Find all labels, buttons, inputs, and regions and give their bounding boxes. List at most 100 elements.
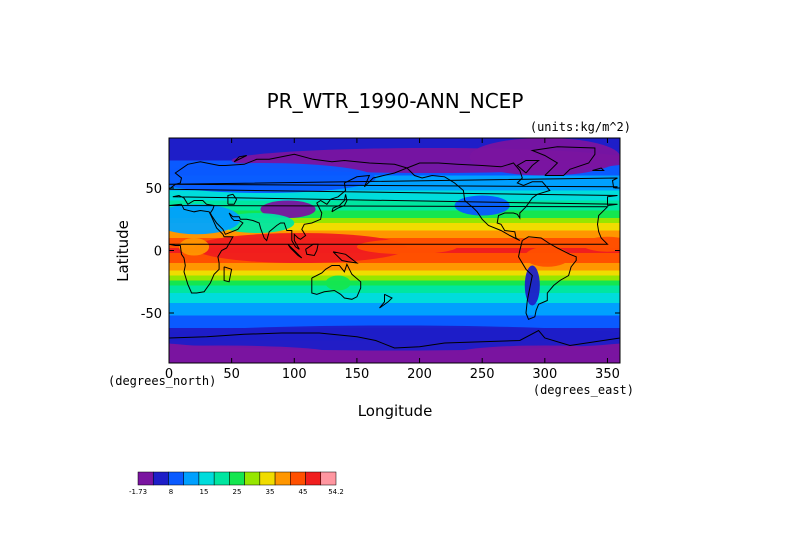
coastline [332, 251, 359, 264]
x-tick-label: 300 [532, 367, 557, 382]
x-axis-title: Longitude [358, 402, 433, 420]
colorbar-swatch [244, 471, 261, 486]
field-band [169, 143, 620, 147]
field-band [169, 260, 620, 264]
coastline [517, 236, 577, 320]
field-band [169, 265, 620, 269]
field-band [169, 358, 620, 362]
field-band [169, 203, 620, 207]
x-tick-label: 50 [223, 367, 240, 382]
coastline [592, 167, 605, 171]
field-band [169, 305, 620, 309]
y-axis: 50 0 -50 [141, 182, 620, 322]
coastline [227, 193, 238, 205]
y-units-label: (degrees_north) [108, 374, 216, 388]
field-band [169, 320, 620, 324]
field-band [169, 183, 620, 187]
coastline [305, 243, 319, 257]
field-band [169, 360, 620, 363]
field-band [169, 223, 620, 227]
field-band [169, 198, 620, 202]
colorbar-swatch [274, 471, 291, 486]
field-region [169, 325, 620, 351]
field-region [524, 246, 570, 267]
field-band [169, 353, 620, 357]
coastline [379, 293, 393, 309]
field-band [169, 195, 620, 199]
field-band [169, 255, 620, 259]
field-band [169, 140, 620, 144]
colorbar-swatch [305, 471, 322, 486]
field-band [169, 350, 620, 354]
colorbar-swatch [229, 471, 245, 486]
field-band [169, 258, 620, 262]
colorbar-label: 8 [169, 488, 173, 496]
field-band [169, 315, 620, 319]
coastline [530, 146, 596, 176]
field-band [169, 283, 620, 287]
field-region [194, 233, 408, 263]
field-band [169, 298, 620, 302]
field-band [169, 233, 620, 237]
coastline [331, 194, 348, 213]
x-tick-label: 250 [470, 367, 495, 382]
field-band [169, 180, 620, 184]
field-band [169, 145, 620, 149]
colorbar-swatch [213, 471, 230, 486]
field-region [325, 275, 351, 291]
colorbar-label: 35 [266, 488, 275, 496]
field-band [169, 220, 620, 224]
colorbar-label: -1.73 [129, 488, 147, 496]
field-region [260, 200, 316, 218]
field-region [169, 345, 332, 361]
field-band [169, 188, 620, 192]
field-band [169, 285, 620, 289]
field-band [169, 310, 620, 314]
coastline [223, 266, 233, 283]
colorbar-swatch [137, 471, 154, 486]
field-band [169, 205, 620, 209]
field-band [169, 263, 620, 267]
field-band [169, 303, 620, 307]
x-tick-label: 350 [595, 367, 620, 382]
coastline [406, 162, 551, 241]
field-band [169, 293, 620, 297]
y-tick-label: 50 [145, 182, 162, 197]
field-band [169, 275, 620, 279]
field-band [169, 273, 620, 277]
field-band [169, 185, 620, 189]
field-band [169, 213, 620, 217]
coastline [516, 160, 541, 174]
chart-title: PR_WTR_1990-ANN_NCEP [267, 89, 524, 113]
field-band [169, 295, 620, 299]
y-axis-title: Latitude [114, 220, 132, 282]
colorbar-swatch [183, 471, 200, 486]
coastline [287, 243, 303, 259]
x-axis: 0 50 100 150 200 250 300 350 [165, 138, 620, 382]
field-band [169, 175, 620, 179]
colorbar-swatch [290, 471, 306, 486]
field-band [169, 270, 620, 274]
colorbar-swatch [168, 471, 184, 486]
colorbar-swatch [152, 471, 169, 486]
colorbar-swatch [259, 471, 276, 486]
x-tick-label: 200 [407, 367, 432, 382]
field-band [169, 210, 620, 214]
x-tick-label: 150 [345, 367, 370, 382]
colorbar-label: 25 [233, 488, 242, 496]
field-band [169, 178, 620, 182]
y-tick-label: 0 [154, 245, 162, 260]
field-band [169, 230, 620, 234]
field-band [169, 288, 620, 292]
coastline [169, 203, 609, 294]
field-band [169, 278, 620, 282]
field-band [169, 313, 620, 317]
field-band [169, 225, 620, 229]
colorbar-swatch [198, 471, 215, 486]
coastline [169, 177, 618, 189]
field-band [169, 208, 620, 212]
x-units-label: (degrees_east) [533, 383, 634, 397]
field-region [469, 138, 620, 176]
field-region [169, 204, 241, 235]
